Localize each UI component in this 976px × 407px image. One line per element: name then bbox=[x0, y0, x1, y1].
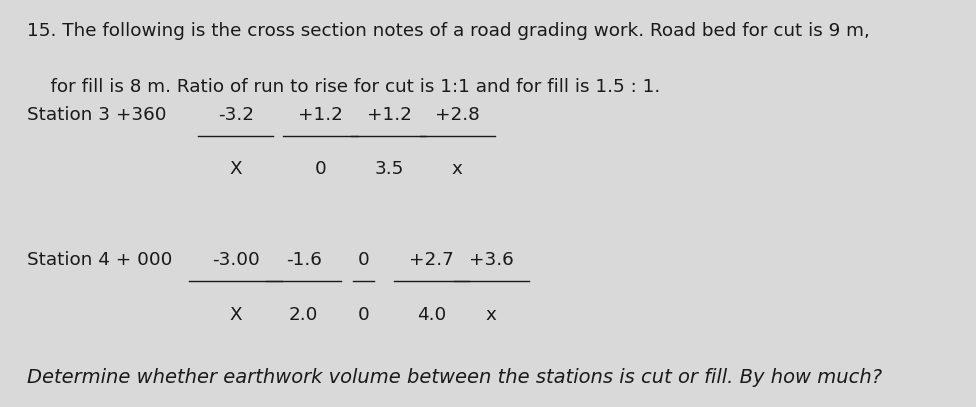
Text: x: x bbox=[452, 160, 463, 178]
Text: 3.5: 3.5 bbox=[374, 160, 404, 178]
Text: +2.7: +2.7 bbox=[409, 251, 454, 269]
Text: -3.00: -3.00 bbox=[212, 251, 260, 269]
Text: X: X bbox=[229, 160, 242, 178]
Text: 0: 0 bbox=[357, 251, 369, 269]
Text: -3.2: -3.2 bbox=[218, 105, 254, 124]
Text: -1.6: -1.6 bbox=[286, 251, 322, 269]
Text: 2.0: 2.0 bbox=[289, 306, 318, 324]
Text: 0: 0 bbox=[315, 160, 327, 178]
Text: Determine whether earthwork volume between the stations is cut or fill. By how m: Determine whether earthwork volume betwe… bbox=[27, 368, 882, 387]
Text: 15. The following is the cross section notes of a road grading work. Road bed fo: 15. The following is the cross section n… bbox=[27, 22, 870, 39]
Text: 0: 0 bbox=[357, 306, 369, 324]
Text: +1.2: +1.2 bbox=[367, 105, 412, 124]
Text: +2.8: +2.8 bbox=[434, 105, 479, 124]
Text: X: X bbox=[229, 306, 242, 324]
Text: +1.2: +1.2 bbox=[299, 105, 344, 124]
Text: 4.0: 4.0 bbox=[417, 306, 446, 324]
Text: Station 4 + 000: Station 4 + 000 bbox=[27, 251, 173, 269]
Text: for fill is 8 m. Ratio of run to rise for cut is 1:1 and for fill is 1.5 : 1.: for fill is 8 m. Ratio of run to rise fo… bbox=[27, 78, 660, 96]
Text: Station 3 +360: Station 3 +360 bbox=[27, 105, 167, 124]
Text: +3.6: +3.6 bbox=[468, 251, 513, 269]
Text: x: x bbox=[486, 306, 497, 324]
